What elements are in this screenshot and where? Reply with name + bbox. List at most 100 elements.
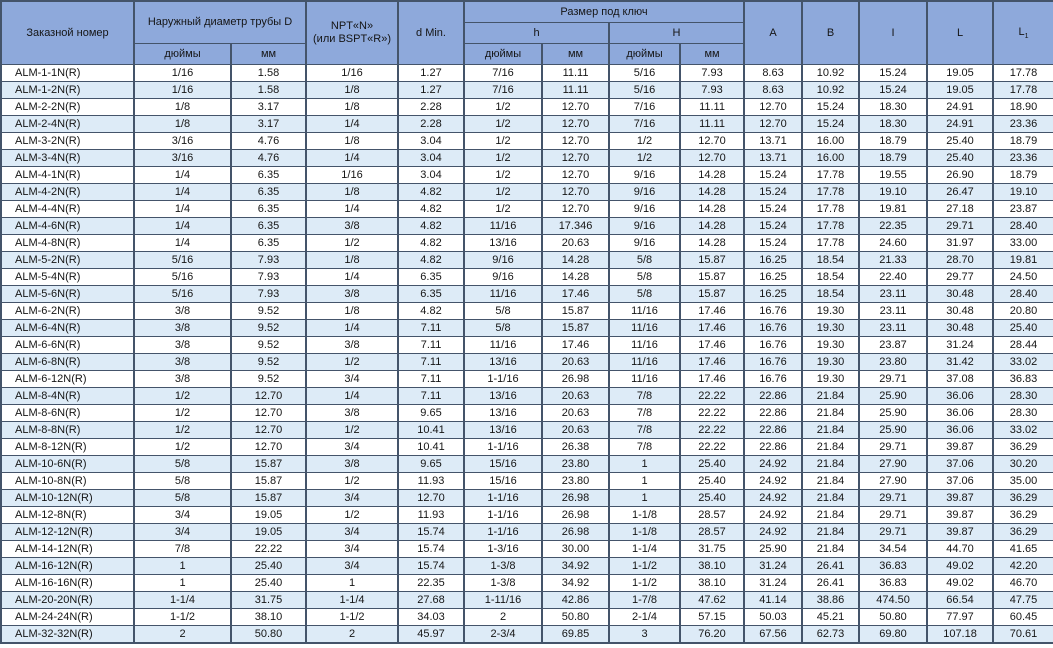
value-cell: 19.81 — [992, 251, 1053, 269]
value-cell: 1/2 — [463, 200, 544, 218]
value-cell: 3/4 — [133, 506, 232, 524]
value-cell: 66.54 — [926, 591, 995, 609]
value-cell: 21.84 — [801, 455, 861, 473]
value-cell: 17.78 — [801, 217, 861, 235]
value-cell: 3/8 — [305, 336, 400, 354]
order-number-cell: ALM-4-6N(R) — [0, 217, 135, 235]
header-outer-diameter-d: Наружный диаметр трубы D — [132, 0, 308, 44]
value-cell: 2-3/4 — [463, 625, 544, 644]
order-number-cell: ALM-24-24N(R) — [0, 608, 135, 626]
value-cell: 1.27 — [397, 64, 466, 82]
value-cell: 1/8 — [305, 132, 400, 150]
value-cell: 34.92 — [541, 574, 611, 592]
value-cell: 19.10 — [858, 183, 929, 201]
value-cell: 1-3/8 — [463, 574, 544, 592]
table-row: ALM-5-4N(R) 5/16 7.93 1/4 6.35 9/16 14.28 5/8 15… — [0, 268, 1053, 286]
value-cell: 24.60 — [858, 234, 929, 252]
value-cell: 62.73 — [801, 625, 861, 644]
value-cell: 1-1/2 — [608, 557, 682, 575]
value-cell: 25.90 — [858, 404, 929, 422]
value-cell: 17.78 — [801, 234, 861, 252]
value-cell: 23.87 — [992, 200, 1053, 218]
value-cell: 28.40 — [992, 285, 1053, 303]
value-cell: 2-1/4 — [608, 608, 682, 626]
value-cell: 1-11/16 — [463, 591, 544, 609]
value-cell: 12.70 — [541, 183, 611, 201]
value-cell: 3/16 — [133, 149, 232, 167]
value-cell: 5/8 — [133, 455, 232, 473]
value-cell: 1/2 — [463, 115, 544, 133]
value-cell: 49.02 — [926, 574, 995, 592]
value-cell: 14.28 — [679, 234, 746, 252]
value-cell: 3/4 — [305, 489, 400, 507]
value-cell: 29.71 — [926, 217, 995, 235]
value-cell: 5/8 — [463, 319, 544, 337]
value-cell: 3/16 — [133, 132, 232, 150]
value-cell: 25.40 — [679, 455, 746, 473]
value-cell: 1/4 — [305, 115, 400, 133]
value-cell: 26.98 — [541, 506, 611, 524]
value-cell: 9.52 — [229, 370, 308, 388]
value-cell: 12.70 — [541, 132, 611, 150]
value-cell: 5/8 — [608, 268, 682, 286]
value-cell: 37.06 — [926, 472, 995, 490]
value-cell: 49.02 — [926, 557, 995, 575]
value-cell: 13/16 — [463, 387, 544, 405]
value-cell: 45.97 — [397, 625, 466, 644]
value-cell: 1/4 — [305, 149, 400, 167]
value-cell: 13/16 — [463, 353, 544, 371]
value-cell: 1/2 — [133, 421, 232, 439]
value-cell: 76.20 — [679, 625, 746, 644]
value-cell: 14.28 — [679, 166, 746, 184]
value-cell: 11/16 — [463, 285, 544, 303]
value-cell: 28.57 — [679, 506, 746, 524]
value-cell: 22.35 — [397, 574, 466, 592]
value-cell: 1-1/8 — [608, 506, 682, 524]
order-number-cell: ALM-5-6N(R) — [0, 285, 135, 303]
value-cell: 50.80 — [229, 625, 308, 644]
value-cell: 46.70 — [992, 574, 1053, 592]
value-cell: 3.17 — [229, 98, 308, 116]
order-number-cell: ALM-8-6N(R) — [0, 404, 135, 422]
value-cell: 36.83 — [992, 370, 1053, 388]
value-cell: 19.30 — [801, 319, 861, 337]
value-cell: 3/4 — [305, 438, 400, 456]
value-cell: 1-3/16 — [463, 540, 544, 558]
value-cell: 60.45 — [992, 608, 1053, 626]
header-h-mm: мм — [541, 43, 611, 65]
value-cell: 2 — [463, 608, 544, 626]
value-cell: 29.71 — [858, 506, 929, 524]
value-cell: 36.83 — [858, 574, 929, 592]
value-cell: 18.54 — [801, 285, 861, 303]
value-cell: 1-1/16 — [463, 370, 544, 388]
value-cell: 18.54 — [801, 251, 861, 269]
value-cell: 1/8 — [305, 98, 400, 116]
value-cell: 9/16 — [608, 166, 682, 184]
table-row: ALM-16-16N(R) 1 25.40 1 22.35 1-3/8 34.92 1-1/2… — [0, 574, 1053, 592]
table-row: ALM-2-2N(R) 1/8 3.17 1/8 2.28 1/2 12.70 7/16 11.… — [0, 98, 1053, 116]
value-cell: 12.70 — [397, 489, 466, 507]
value-cell: 1/2 — [463, 183, 544, 201]
table-row: ALM-2-4N(R) 1/8 3.17 1/4 2.28 1/2 12.70 7/16 11.… — [0, 115, 1053, 133]
value-cell: 13.71 — [743, 149, 804, 167]
table-row: ALM-8-12N(R) 1/2 12.70 3/4 10.41 1-1/16 26.38 7… — [0, 438, 1053, 456]
value-cell: 5/16 — [133, 268, 232, 286]
table-row: ALM-8-4N(R) 1/2 12.70 1/4 7.11 13/16 20.63 7/8 2… — [0, 387, 1053, 405]
value-cell: 4.82 — [397, 217, 466, 235]
value-cell: 28.30 — [992, 404, 1053, 422]
table-row: ALM-6-8N(R) 3/8 9.52 1/2 7.11 13/16 20.63 11/16… — [0, 353, 1053, 371]
value-cell: 1/16 — [305, 64, 400, 82]
value-cell: 31.24 — [743, 574, 804, 592]
order-number-cell: ALM-4-1N(R) — [0, 166, 135, 184]
value-cell: 26.98 — [541, 489, 611, 507]
value-cell: 4.82 — [397, 251, 466, 269]
value-cell: 2.28 — [397, 115, 466, 133]
value-cell: 7/8 — [608, 387, 682, 405]
value-cell: 20.63 — [541, 353, 611, 371]
value-cell: 25.40 — [926, 132, 995, 150]
value-cell: 7.93 — [229, 268, 308, 286]
value-cell: 107.18 — [926, 625, 995, 644]
value-cell: 19.05 — [229, 506, 308, 524]
value-cell: 16.76 — [743, 319, 804, 337]
